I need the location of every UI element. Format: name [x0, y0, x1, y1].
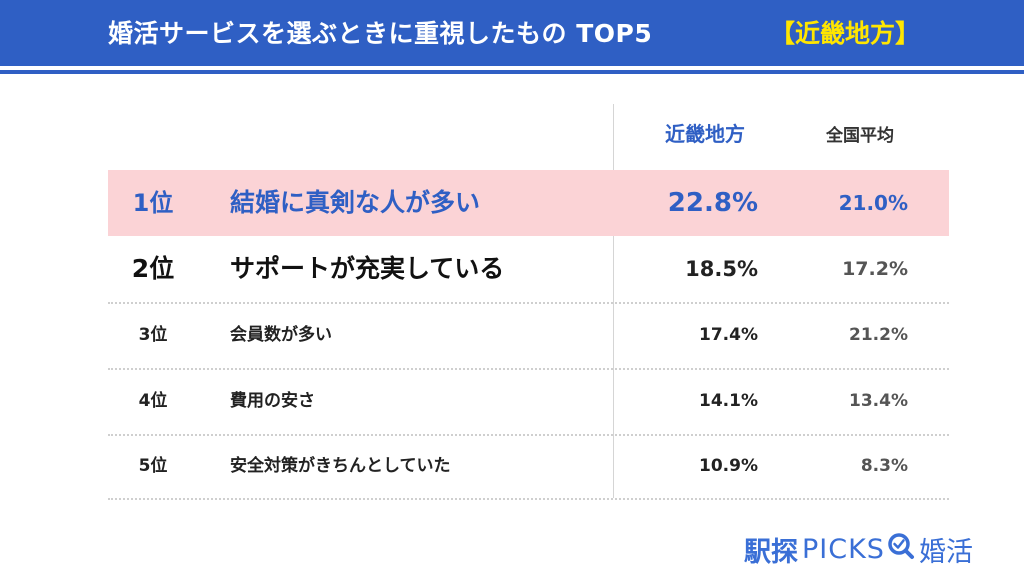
item-label: 会員数が多い — [230, 325, 332, 345]
magnifier-check-icon — [887, 532, 915, 567]
item-label: 費用の安さ — [230, 391, 315, 411]
region-value: 10.9% — [699, 456, 758, 476]
rank-label: 2位 — [131, 254, 175, 283]
item-label: サポートが充実している — [230, 254, 505, 283]
region-value: 22.8% — [667, 188, 758, 218]
table-row: 2位 サポートが充実している 18.5% 17.2% — [108, 236, 949, 304]
rank-label: 1位 — [132, 189, 174, 217]
table-row: 4位 費用の安さ 14.1% 13.4% — [108, 368, 949, 436]
column-header-region: 近畿地方 — [665, 122, 745, 146]
page-title: 婚活サービスを選ぶときに重視したもの TOP5 — [108, 19, 653, 48]
logo-suffix: 婚活 — [918, 536, 973, 568]
header-underline — [0, 70, 1024, 74]
region-value: 14.1% — [699, 391, 758, 411]
table-row: 5位 安全対策がきちんとしていた 10.9% 8.3% — [108, 434, 949, 500]
logo-picks: PICKS — [802, 533, 885, 565]
header-bar: 婚活サービスを選ぶときに重視したもの TOP5 【近畿地方】 — [0, 0, 1024, 66]
region-tag: 【近畿地方】 — [770, 19, 921, 48]
national-value: 17.2% — [842, 258, 908, 280]
logo-brand: 駅探 — [744, 536, 798, 568]
column-header-national: 全国平均 — [826, 126, 894, 146]
brand-logo: 駅探 PICKS 婚活 — [744, 532, 973, 568]
item-label: 安全対策がきちんとしていた — [230, 456, 451, 476]
national-value: 21.0% — [838, 191, 908, 215]
table-row: 3位 会員数が多い 17.4% 21.2% — [108, 302, 949, 370]
region-value: 18.5% — [685, 257, 758, 281]
national-value: 8.3% — [860, 456, 908, 476]
region-value: 17.4% — [699, 325, 758, 345]
rank-label: 4位 — [138, 391, 168, 411]
rank-label: 3位 — [138, 325, 168, 345]
table-row: 1位 結婚に真剣な人が多い 22.8% 21.0% — [108, 170, 949, 236]
rank-label: 5位 — [138, 456, 168, 476]
column-divider — [613, 104, 614, 498]
item-label: 結婚に真剣な人が多い — [230, 188, 481, 217]
national-value: 21.2% — [849, 325, 908, 345]
national-value: 13.4% — [849, 391, 908, 411]
